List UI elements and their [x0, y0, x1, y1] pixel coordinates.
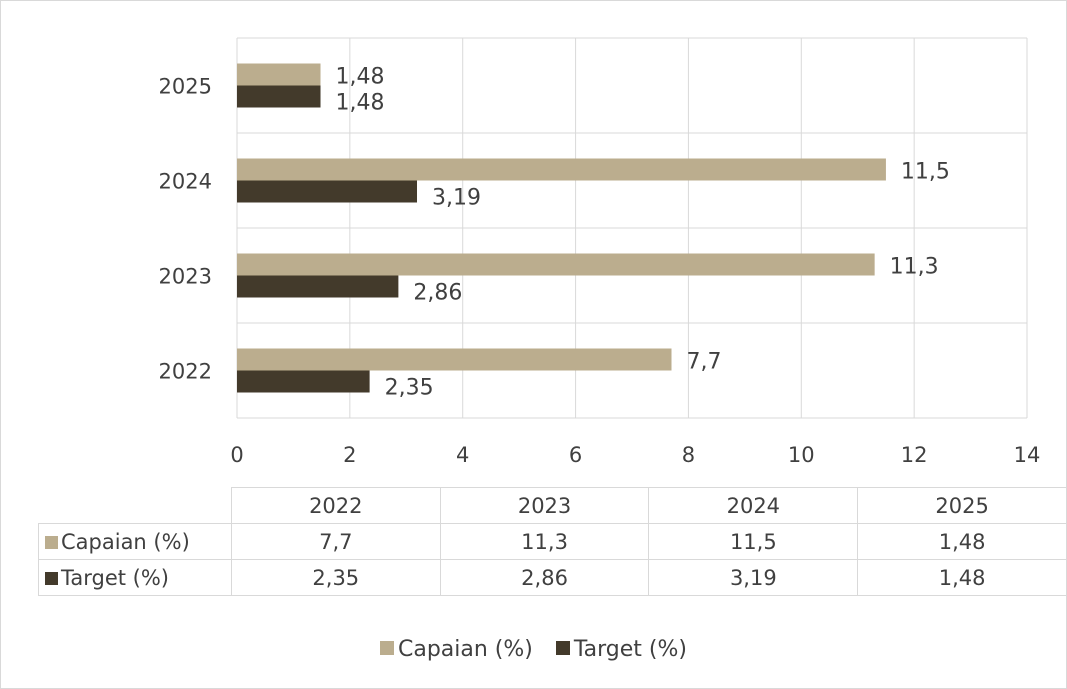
- x-tick-label: 2: [343, 443, 356, 467]
- capaian-bar: [237, 348, 672, 371]
- capaian-bar: [237, 63, 321, 86]
- data-label: 7,7: [687, 350, 722, 375]
- target-legend-icon: [555, 641, 570, 655]
- legend-item-target: Target (%): [555, 637, 688, 662]
- y-tick-label: 2022: [159, 360, 212, 384]
- table-cell: 2,35: [230, 559, 441, 596]
- y-tick-label: 2023: [159, 265, 212, 289]
- table-cell: 3,19: [648, 559, 859, 596]
- table-header-row: 2022 2023 2024 2025: [38, 487, 1067, 524]
- data-label: 11,5: [901, 160, 950, 185]
- x-tick-label: 12: [901, 443, 928, 467]
- table-cell: 11,5: [648, 523, 859, 560]
- target-swatch-icon: [45, 571, 58, 585]
- table-cell: 2,86: [439, 559, 650, 596]
- table-series-label: Capaian (%): [61, 529, 190, 554]
- table-row: Capaian (%) 7,7 11,3 11,5 1,48: [38, 523, 1067, 560]
- table-header-cell: 2023: [439, 487, 650, 524]
- x-tick-label: 14: [1014, 443, 1041, 467]
- capaian-swatch-icon: [45, 535, 58, 549]
- x-tick-label: 6: [569, 443, 582, 467]
- chart-plot: 0 2 4 6 8 10 12 14 2022 7,7 2,35 2023 11,3 2,86 2024 11…: [159, 37, 1041, 467]
- table-corner-cell: [38, 487, 232, 524]
- capaian-legend-icon: [379, 641, 394, 655]
- x-tick-label: 4: [456, 443, 469, 467]
- legend-item-capaian: Capaian (%): [379, 637, 533, 662]
- data-label: 2,35: [385, 376, 434, 401]
- legend-label: Target (%): [573, 637, 688, 662]
- table-header-cell: 2025: [857, 487, 1067, 524]
- table-cell: 7,7: [230, 523, 441, 560]
- x-tick-label: 8: [682, 443, 695, 467]
- x-tick-label: 0: [230, 443, 243, 467]
- data-label: 11,3: [890, 255, 939, 280]
- data-label: 3,19: [432, 186, 481, 211]
- table-series-name: Target (%): [38, 559, 232, 596]
- table-row: Target (%) 2,35 2,86 3,19 1,48: [38, 559, 1067, 596]
- legend: Capaian (%) Target (%): [0, 637, 1067, 662]
- data-label: 2,86: [413, 281, 462, 306]
- target-bar: [237, 85, 321, 108]
- x-tick-label: 10: [788, 443, 815, 467]
- data-label: 1,48: [336, 91, 385, 116]
- legend-label: Capaian (%): [397, 637, 533, 662]
- data-label: 1,48: [336, 65, 385, 90]
- y-tick-label: 2025: [159, 75, 212, 99]
- target-bar: [237, 370, 370, 393]
- table-header-cell: 2022: [230, 487, 441, 524]
- y-tick-label: 2024: [159, 170, 212, 194]
- target-bar: [237, 180, 418, 203]
- table-header-cell: 2024: [648, 487, 859, 524]
- table-cell: 11,3: [439, 523, 650, 560]
- capaian-bar: [237, 158, 886, 181]
- data-table: 2022 2023 2024 2025 Capaian (%) 7,7 11,3…: [38, 487, 1067, 596]
- target-bar: [237, 275, 399, 298]
- table-series-name: Capaian (%): [38, 523, 232, 560]
- capaian-bar: [237, 253, 875, 276]
- table-cell: 1,48: [857, 523, 1067, 560]
- table-cell: 1,48: [857, 559, 1067, 596]
- table-series-label: Target (%): [61, 565, 169, 590]
